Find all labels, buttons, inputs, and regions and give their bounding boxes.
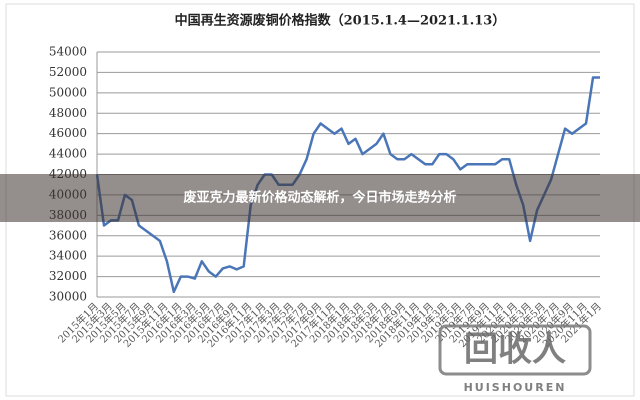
y-tick-label: 50000 <box>49 85 87 99</box>
y-tick-label: 30000 <box>49 290 87 304</box>
y-tick-label: 36000 <box>49 228 87 242</box>
chart-title: 中国再生资源废铜价格指数（2015.1.4—2021.1.13） <box>175 13 506 29</box>
y-tick-label: 34000 <box>49 249 87 263</box>
banner-band <box>0 174 640 222</box>
y-tick-label: 48000 <box>49 106 87 120</box>
y-tick-label: 46000 <box>49 126 87 140</box>
watermark-logo: 回收人 <box>464 330 566 370</box>
watermark-subtitle: HUISHOUREN <box>464 381 567 394</box>
watermark: 回收人 HUISHOUREN <box>438 324 592 394</box>
banner-text: 废亚克力最新价格动态解析，今日市场走势分析 <box>183 190 456 206</box>
y-tick-label: 32000 <box>49 269 87 283</box>
y-tick-label: 52000 <box>49 65 87 79</box>
y-tick-label: 54000 <box>49 45 87 59</box>
watermark-box <box>438 324 592 376</box>
y-tick-label: 44000 <box>49 147 87 161</box>
